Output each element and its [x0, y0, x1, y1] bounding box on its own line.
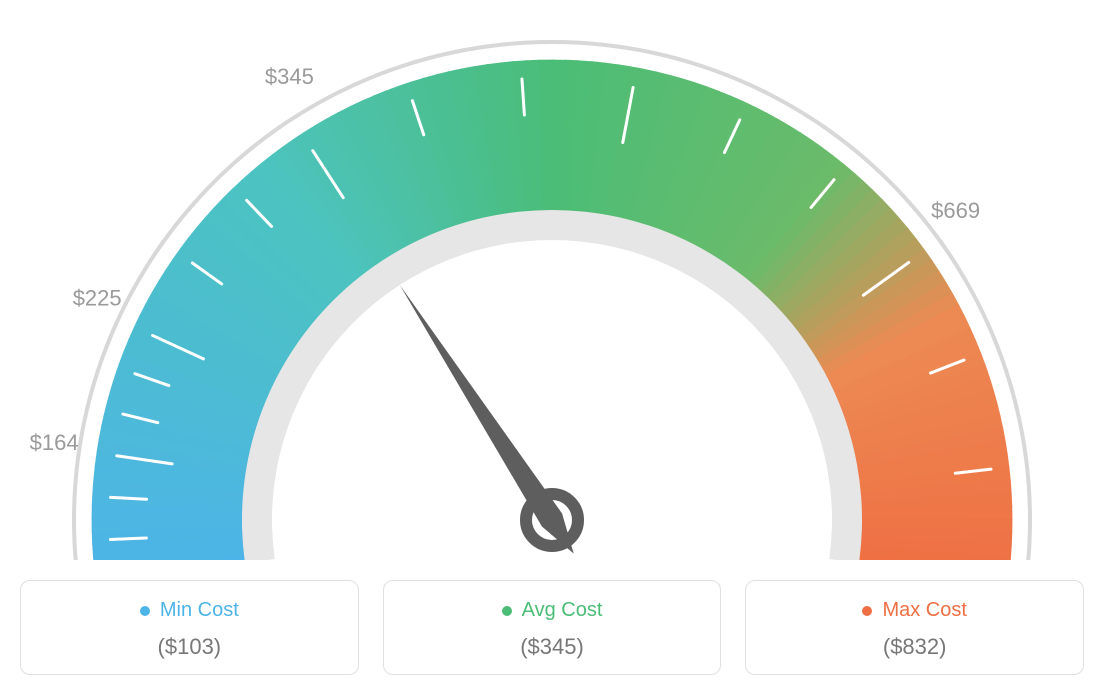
legend-label-text: Max Cost	[882, 599, 966, 622]
legend-label-text: Min Cost	[160, 599, 239, 622]
tick-label: $164	[30, 430, 79, 455]
legend-label: Avg Cost	[502, 599, 603, 622]
legend-card: Max Cost ($832)	[745, 580, 1084, 675]
tick-label: $345	[265, 64, 314, 89]
tick-label: $669	[931, 198, 980, 223]
needle	[400, 285, 578, 554]
legend-card: Min Cost ($103)	[20, 580, 359, 675]
tick-label: $225	[73, 286, 122, 311]
legend-value: ($345)	[384, 634, 721, 660]
cost-gauge: $103$164$225$345$507$669$832	[20, 20, 1084, 560]
legend-row: Min Cost ($103) Avg Cost ($345) Max Cost ($83…	[20, 580, 1084, 675]
legend-value: ($103)	[21, 634, 358, 660]
legend-dot	[502, 606, 512, 616]
legend-card: Avg Cost ($345)	[383, 580, 722, 675]
legend-label: Max Cost	[862, 599, 966, 622]
gauge-svg: $103$164$225$345$507$669$832	[20, 20, 1084, 560]
legend-value: ($832)	[746, 634, 1083, 660]
legend-label-text: Avg Cost	[522, 599, 603, 622]
legend-dot	[140, 606, 150, 616]
legend-dot	[862, 606, 872, 616]
gauge-arc	[92, 60, 1012, 560]
legend-label: Min Cost	[140, 599, 239, 622]
